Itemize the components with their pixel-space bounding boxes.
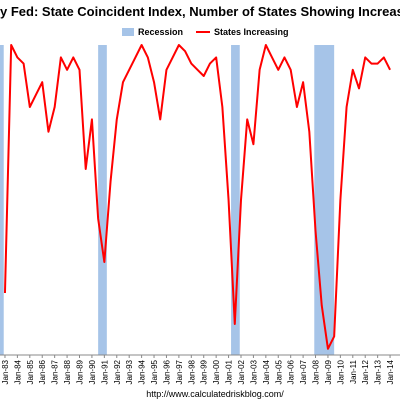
recession-band	[98, 45, 107, 355]
source: http://www.calculatedriskblog.com/	[146, 389, 284, 399]
x-tick-label: Jan-06	[287, 359, 296, 384]
x-tick-label: Jan-88	[63, 359, 72, 384]
x-tick-label: Jan-95	[150, 359, 159, 384]
x-tick-label: Jan-93	[125, 359, 134, 384]
x-tick-label: Jan-05	[274, 359, 283, 384]
x-tick-label: Jan-89	[76, 359, 85, 384]
x-tick-label: Jan-86	[38, 359, 47, 384]
x-tick-label: Jan-08	[312, 359, 321, 384]
legend-label: Recession	[138, 27, 183, 37]
x-tick-label: Jan-97	[175, 359, 184, 384]
x-tick-label: Jan-14	[386, 359, 395, 384]
x-tick-label: Jan-02	[237, 359, 246, 384]
legend-swatch	[122, 28, 134, 36]
x-tick-label: Jan-92	[113, 359, 122, 384]
legend-label: States Increasing	[214, 27, 289, 37]
recession-band	[231, 45, 240, 355]
x-tick-label: Jan-13	[374, 359, 383, 384]
x-tick-label: Jan-01	[225, 359, 234, 384]
recession-band	[314, 45, 335, 355]
x-tick-label: Jan-90	[88, 359, 97, 384]
x-tick-label: Jan-09	[324, 359, 333, 384]
x-tick-label: Jan-04	[262, 359, 271, 384]
x-tick-label: Jan-85	[26, 359, 35, 384]
x-tick-label: Jan-10	[336, 359, 345, 384]
x-tick-label: Jan-84	[13, 359, 22, 384]
x-tick-label: Jan-11	[349, 359, 358, 383]
x-tick-label: Jan-07	[299, 359, 308, 384]
x-tick-label: Jan-96	[162, 359, 171, 384]
x-tick-label: Jan-12	[361, 359, 370, 384]
chart-title: y Fed: State Coincident Index, Number of…	[0, 4, 400, 19]
recession-band	[0, 45, 4, 355]
x-tick-label: Jan-00	[212, 359, 221, 384]
x-tick-label: Jan-87	[51, 359, 60, 384]
x-tick-label: Jan-91	[100, 359, 109, 384]
x-tick-label: Jan-99	[200, 359, 209, 384]
series-line	[3, 44, 391, 350]
x-tick-label: Jan-98	[187, 359, 196, 384]
x-tick-label: Jan-83	[1, 359, 10, 384]
x-tick-label: Jan-03	[249, 359, 258, 384]
x-tick-label: Jan-94	[138, 359, 147, 384]
